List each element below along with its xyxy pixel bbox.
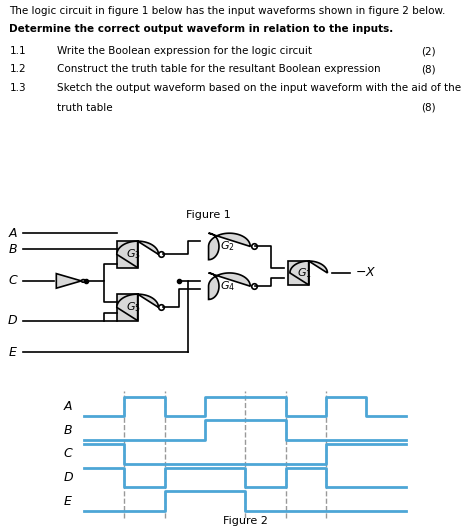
Text: $G_1$: $G_1$ bbox=[297, 266, 312, 280]
Polygon shape bbox=[290, 261, 328, 285]
Text: D: D bbox=[8, 314, 18, 327]
Text: $G_5$: $G_5$ bbox=[126, 301, 141, 314]
Text: C: C bbox=[8, 275, 17, 287]
Polygon shape bbox=[117, 241, 158, 268]
Polygon shape bbox=[288, 261, 309, 285]
Polygon shape bbox=[117, 241, 137, 268]
Text: $G_4$: $G_4$ bbox=[220, 279, 235, 293]
Polygon shape bbox=[56, 273, 82, 288]
Polygon shape bbox=[117, 294, 137, 321]
Text: B: B bbox=[8, 243, 17, 255]
Text: C: C bbox=[64, 447, 73, 461]
Text: A: A bbox=[64, 400, 72, 413]
Text: (8): (8) bbox=[421, 103, 436, 113]
Polygon shape bbox=[209, 273, 250, 299]
Polygon shape bbox=[209, 233, 250, 260]
Text: $G_3$: $G_3$ bbox=[126, 248, 141, 261]
Text: A: A bbox=[8, 227, 17, 240]
Text: $G_2$: $G_2$ bbox=[220, 240, 235, 253]
Text: Construct the truth table for the resultant Boolean expression: Construct the truth table for the result… bbox=[57, 65, 381, 74]
Text: $-X$: $-X$ bbox=[355, 267, 376, 279]
Text: Figure 2: Figure 2 bbox=[223, 516, 268, 526]
Text: (2): (2) bbox=[421, 46, 436, 56]
Text: 1.3: 1.3 bbox=[9, 83, 26, 93]
Text: Determine the correct output waveform in relation to the inputs.: Determine the correct output waveform in… bbox=[9, 24, 394, 34]
Text: E: E bbox=[9, 346, 17, 359]
Text: Figure 1: Figure 1 bbox=[186, 210, 231, 219]
Text: 1.2: 1.2 bbox=[9, 65, 26, 74]
Text: D: D bbox=[63, 471, 73, 484]
Text: B: B bbox=[64, 423, 73, 437]
Text: E: E bbox=[64, 494, 72, 508]
Text: Write the Boolean expression for the logic circuit: Write the Boolean expression for the log… bbox=[57, 46, 312, 56]
Text: 1.1: 1.1 bbox=[9, 46, 26, 56]
Circle shape bbox=[82, 280, 85, 282]
Text: The logic circuit in figure 1 below has the input waveforms shown in figure 2 be: The logic circuit in figure 1 below has … bbox=[9, 6, 446, 16]
Text: truth table: truth table bbox=[57, 103, 112, 113]
Polygon shape bbox=[117, 294, 158, 321]
Text: (8): (8) bbox=[421, 65, 436, 74]
Text: Sketch the output waveform based on the input waveform with the aid of the: Sketch the output waveform based on the … bbox=[57, 83, 461, 93]
